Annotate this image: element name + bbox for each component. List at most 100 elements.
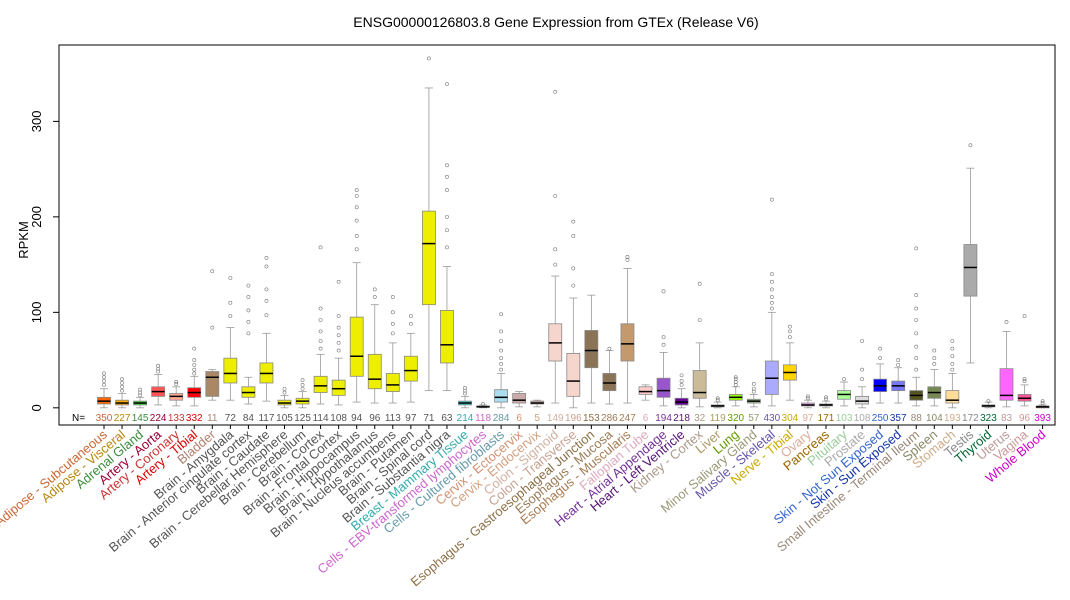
outlier-point xyxy=(445,214,449,219)
box-35 xyxy=(710,396,725,409)
outlier-point xyxy=(950,361,955,366)
box-1 xyxy=(97,371,111,409)
sample-count: 247 xyxy=(619,413,636,424)
sample-count: 6 xyxy=(643,413,649,424)
outlier-point xyxy=(769,272,774,277)
outlier-point xyxy=(769,279,774,284)
outlier-point xyxy=(571,234,576,238)
sample-count: 145 xyxy=(132,413,149,424)
sample-count: 357 xyxy=(890,413,907,424)
outlier-point xyxy=(246,319,251,324)
outlier-point xyxy=(300,382,305,387)
outlier-point xyxy=(1022,377,1027,382)
box-46 xyxy=(909,246,924,407)
y-tick-label: 0 xyxy=(29,404,44,411)
box-body xyxy=(440,310,454,364)
outlier-point xyxy=(571,283,576,288)
sample-count: 194 xyxy=(655,413,672,424)
box-7 xyxy=(205,269,220,401)
outlier-point xyxy=(914,367,919,372)
outlier-point xyxy=(914,331,919,336)
sample-count: 118 xyxy=(475,413,491,424)
box-50 xyxy=(981,399,996,409)
outlier-point xyxy=(499,339,504,343)
outlier-point xyxy=(499,312,504,317)
outlier-point xyxy=(318,306,323,311)
sample-count: 196 xyxy=(565,413,582,424)
outlier-point xyxy=(318,329,323,334)
outlier-point xyxy=(769,300,774,305)
box-body xyxy=(512,393,527,404)
outlier-point xyxy=(715,396,720,401)
sample-count: 430 xyxy=(764,413,781,424)
outlier-point xyxy=(174,382,179,386)
outlier-point xyxy=(192,371,197,376)
outlier-point xyxy=(733,377,738,382)
outlier-point xyxy=(192,367,197,372)
outlier-point xyxy=(246,331,251,336)
box-49 xyxy=(963,143,978,364)
outlier-point xyxy=(1004,319,1009,324)
outlier-point xyxy=(138,390,143,395)
plot-frame xyxy=(58,44,1056,426)
outlier-point xyxy=(264,264,269,269)
sample-count: 96 xyxy=(369,413,381,424)
outlier-point xyxy=(769,306,774,311)
outlier-point xyxy=(445,228,449,233)
outlier-point xyxy=(1040,401,1045,405)
outlier-point xyxy=(788,324,792,329)
box-33 xyxy=(674,373,689,409)
outlier-point xyxy=(228,300,233,305)
outlier-point xyxy=(102,375,106,380)
outlier-point xyxy=(264,313,269,318)
outlier-point xyxy=(1022,314,1027,319)
box-body xyxy=(999,368,1014,401)
outlier-point xyxy=(679,373,684,378)
sample-count: 88 xyxy=(911,413,923,424)
outlier-point xyxy=(318,245,323,250)
outlier-point xyxy=(445,163,449,168)
sample-count: 11 xyxy=(207,413,218,424)
box-19 xyxy=(421,56,436,392)
outlier-point xyxy=(282,390,287,395)
sample-count: 103 xyxy=(836,413,853,424)
outlier-point xyxy=(733,380,738,384)
sample-count: 105 xyxy=(276,413,293,424)
outlier-point xyxy=(625,257,630,262)
box-42 xyxy=(837,377,851,407)
outlier-point xyxy=(769,197,774,202)
box-34 xyxy=(692,281,707,408)
sample-count: 286 xyxy=(601,413,618,424)
outlier-point xyxy=(553,193,558,198)
outlier-point xyxy=(806,396,810,401)
outlier-point xyxy=(824,397,828,402)
box-26 xyxy=(548,89,563,404)
outlier-point xyxy=(390,310,395,315)
outlier-point xyxy=(390,295,395,299)
outlier-point xyxy=(769,287,774,292)
outlier-point xyxy=(318,339,323,343)
outlier-point xyxy=(896,358,901,362)
box-9 xyxy=(241,283,256,405)
outlier-point xyxy=(390,331,395,336)
outlier-point xyxy=(120,388,124,393)
sample-count: 119 xyxy=(710,413,726,424)
outlier-point xyxy=(246,308,251,313)
outlier-point xyxy=(553,262,558,267)
outlier-point xyxy=(336,314,341,319)
outlier-point xyxy=(751,386,756,391)
outlier-point xyxy=(932,361,937,366)
sample-count: 193 xyxy=(944,413,961,424)
box-body xyxy=(331,379,346,396)
sample-count: 97 xyxy=(405,413,417,424)
outlier-point xyxy=(426,56,431,61)
box-body xyxy=(385,373,400,392)
outlier-point xyxy=(445,174,449,179)
outlier-point xyxy=(914,356,919,361)
outlier-point xyxy=(499,348,504,353)
sample-count: 227 xyxy=(114,413,131,424)
outlier-point xyxy=(679,379,684,383)
box-body xyxy=(403,355,418,382)
box-4 xyxy=(151,363,166,406)
box-51 xyxy=(999,319,1014,408)
